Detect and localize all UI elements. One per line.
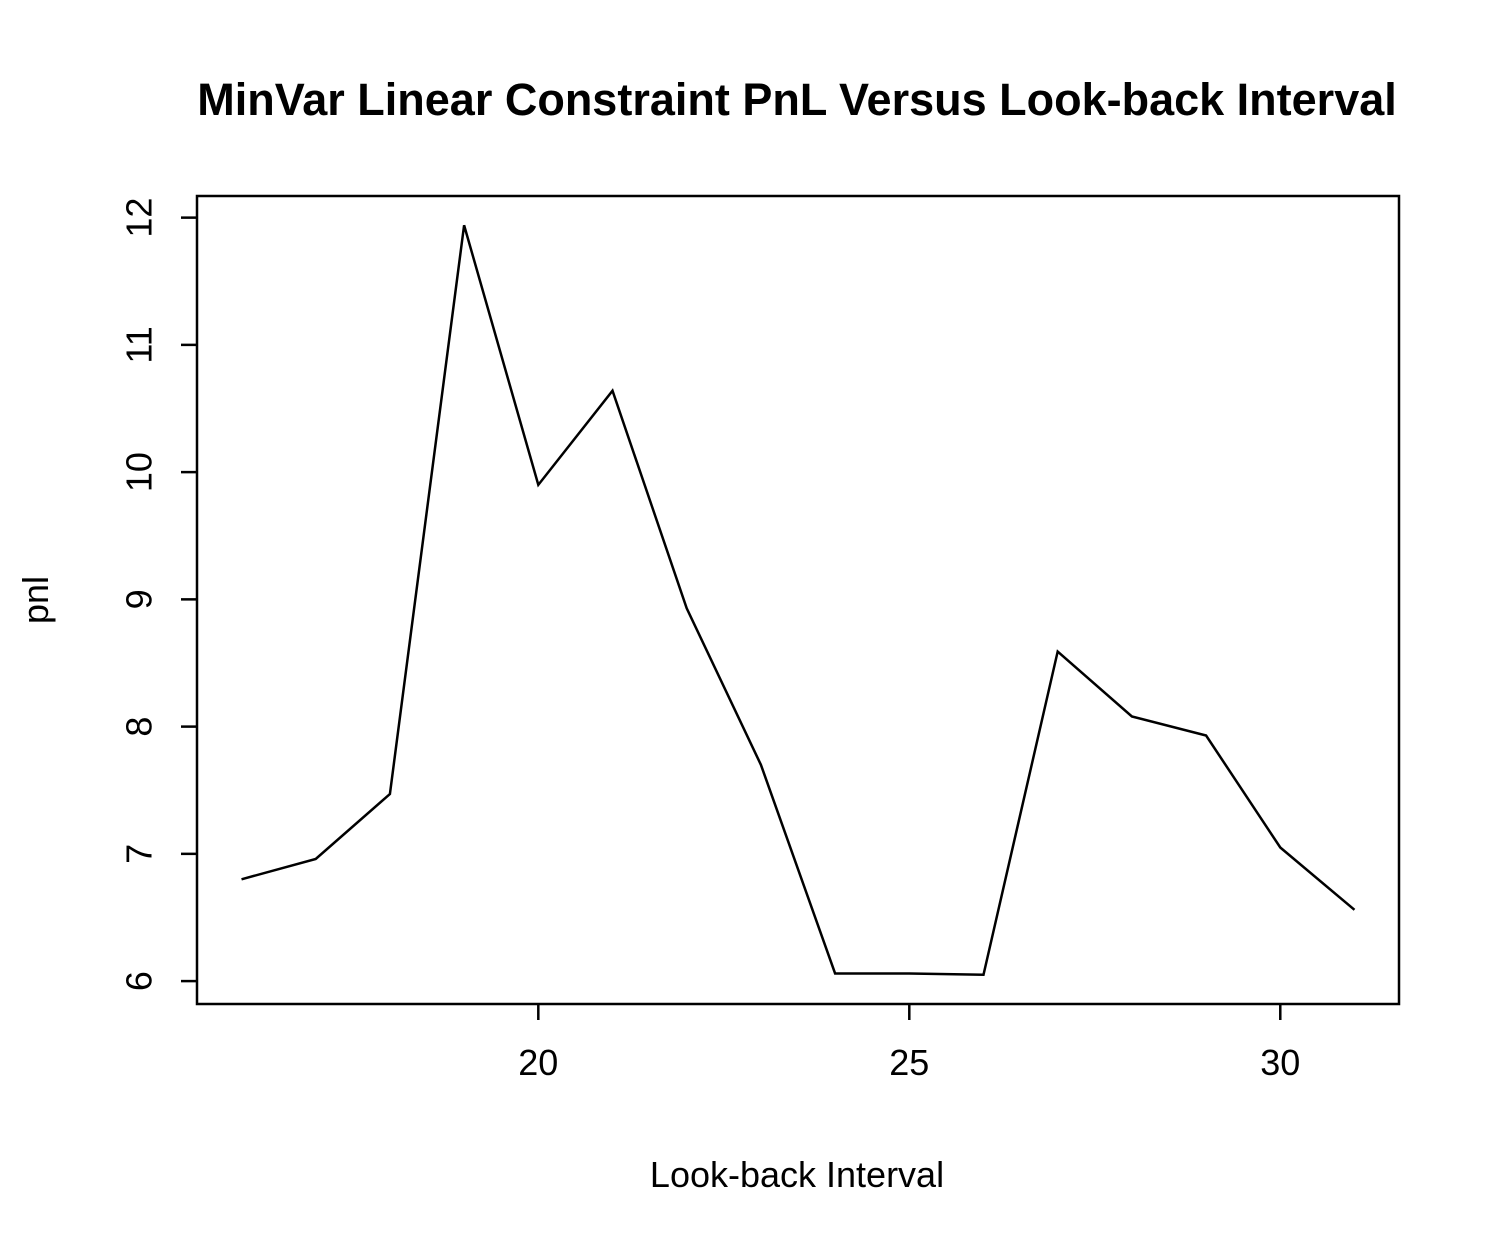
y-axis: 6 7 8 9 10 11 12 bbox=[119, 198, 197, 991]
y-tick-label: 6 bbox=[119, 971, 160, 991]
chart-title: MinVar Linear Constraint PnL Versus Look… bbox=[197, 74, 1397, 125]
series-line bbox=[241, 224, 1356, 976]
x-tick-label: 20 bbox=[518, 1042, 558, 1083]
x-tick-label: 30 bbox=[1260, 1042, 1300, 1083]
series-layer bbox=[241, 224, 1356, 976]
y-tick-label: 12 bbox=[119, 198, 160, 238]
y-tick-label: 8 bbox=[119, 717, 160, 737]
y-tick-label: 9 bbox=[119, 589, 160, 609]
plot-frame bbox=[195, 194, 1401, 1006]
y-axis-label: pnl bbox=[15, 576, 56, 624]
y-tick-label: 11 bbox=[119, 326, 160, 363]
x-axis-label: Look-back Interval bbox=[650, 1154, 944, 1195]
x-tick-label: 25 bbox=[889, 1042, 929, 1083]
y-tick-label: 10 bbox=[119, 452, 160, 492]
y-tick-label: 7 bbox=[119, 844, 160, 864]
x-axis: 20 25 30 bbox=[518, 1004, 1300, 1083]
